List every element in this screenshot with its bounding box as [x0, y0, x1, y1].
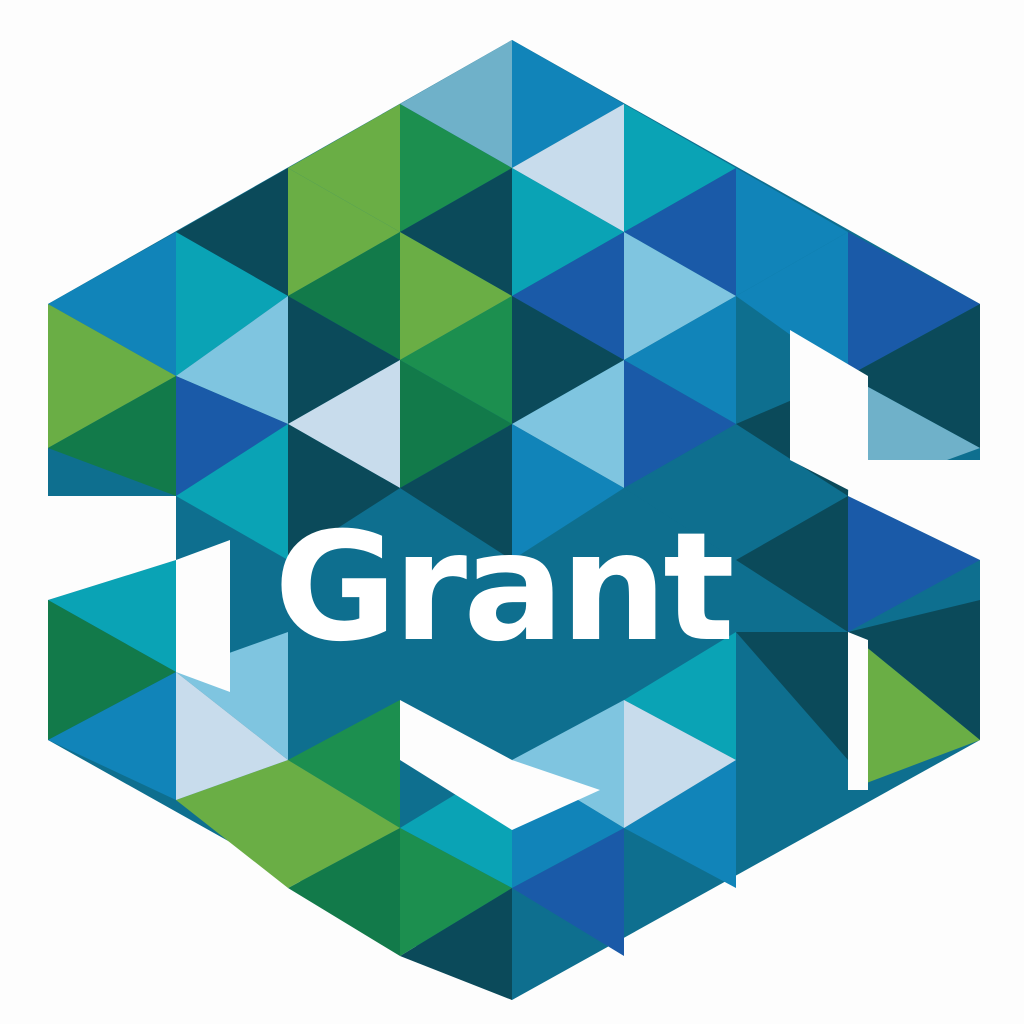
facet	[624, 296, 736, 424]
facet	[400, 360, 512, 488]
facet	[512, 232, 624, 360]
facet	[512, 104, 624, 232]
facet	[736, 632, 848, 760]
facet	[624, 424, 736, 560]
facet	[512, 296, 624, 424]
negative-space-cutout	[980, 740, 1024, 1024]
facet	[736, 168, 848, 296]
facet	[400, 40, 512, 168]
facet	[176, 760, 288, 888]
facet	[624, 700, 736, 828]
facet	[400, 232, 512, 360]
facet	[736, 496, 848, 632]
negative-space-cutout	[848, 460, 1024, 560]
facet	[400, 424, 512, 560]
facet	[288, 828, 400, 956]
facet	[400, 168, 512, 296]
facet	[48, 376, 176, 496]
facet	[848, 632, 980, 790]
facet	[624, 232, 736, 360]
facet	[512, 168, 624, 296]
facet	[736, 232, 848, 376]
facet	[512, 700, 624, 828]
facet	[512, 360, 624, 488]
facet	[176, 424, 288, 560]
facet	[400, 828, 512, 956]
facet	[288, 168, 400, 296]
facet	[512, 828, 624, 956]
negative-space-cutout	[790, 330, 868, 500]
facet	[400, 104, 512, 232]
logo-wordmark: Grant	[274, 501, 735, 675]
facet	[288, 424, 400, 560]
facet	[624, 104, 736, 232]
facet	[512, 424, 624, 560]
facet	[848, 600, 980, 740]
facet	[48, 232, 176, 376]
facet	[624, 632, 736, 760]
negative-space-cutout	[848, 632, 868, 790]
facet	[512, 40, 624, 168]
facet	[176, 168, 288, 296]
facet	[48, 560, 176, 672]
negative-space-cutout	[176, 540, 230, 692]
facet	[288, 296, 400, 424]
facet	[48, 304, 176, 448]
negative-space-cutout	[400, 700, 600, 830]
facet	[176, 672, 288, 800]
facet	[848, 496, 980, 632]
facet	[176, 232, 288, 376]
negative-space-cutout	[0, 496, 176, 600]
facet	[176, 296, 288, 424]
facet	[176, 376, 288, 496]
facet	[400, 888, 512, 1000]
negative-space-cutout	[0, 740, 48, 1024]
facet	[288, 104, 400, 232]
facet	[288, 760, 400, 888]
facet	[288, 232, 400, 360]
facet	[624, 168, 736, 296]
facet	[48, 672, 176, 800]
facet	[48, 600, 176, 740]
facet	[288, 700, 400, 828]
facet	[848, 304, 980, 448]
facet	[624, 760, 736, 888]
facet	[624, 360, 736, 488]
facet	[848, 232, 980, 376]
negative-space-cutout	[0, 0, 1024, 40]
facet	[288, 360, 400, 488]
facet	[400, 296, 512, 424]
